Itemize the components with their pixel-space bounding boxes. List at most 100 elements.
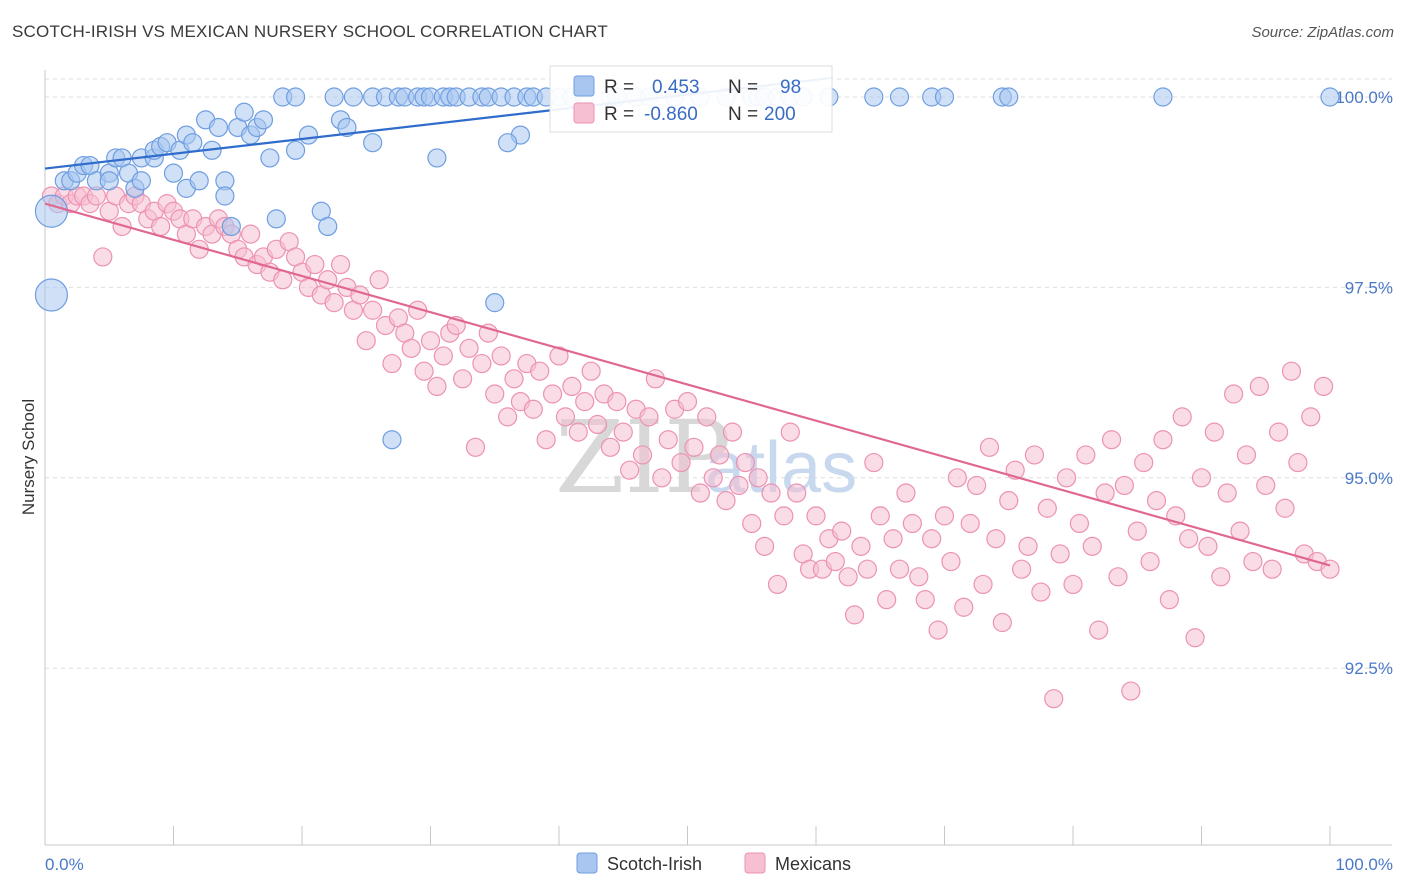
mexicans-point (491, 346, 511, 366)
mexicans-point (851, 536, 871, 556)
mexicans-point (645, 369, 665, 389)
scotch-irish-point (285, 140, 306, 160)
scotch-irish-point (363, 133, 383, 153)
mexicans-point (1191, 468, 1212, 488)
mexicans-point (748, 468, 768, 488)
mexicans-point (1236, 445, 1257, 465)
mexicans-point (1127, 521, 1147, 541)
mexicans-point (1082, 536, 1102, 556)
mexicans-point (947, 468, 967, 488)
mexicans-point (934, 506, 955, 526)
mexicans-point (1249, 376, 1269, 397)
mexicans-point (1179, 529, 1199, 549)
legend-swatch-scotch-irish (573, 75, 595, 97)
mexicans-point (1044, 689, 1064, 709)
mexicans-point (568, 422, 588, 442)
mexicans-point (671, 452, 691, 473)
mexicans-point (363, 300, 383, 320)
mexicans-point (369, 270, 389, 290)
legend-n-value-mexicans: 200 (764, 104, 796, 125)
scotch-irish-point (266, 209, 286, 229)
mexicans-point (889, 559, 910, 579)
scotch-irish-point (382, 430, 402, 450)
scotch-irish-point (1320, 87, 1340, 107)
mexicans-point (1198, 536, 1218, 556)
mexicans-point (864, 452, 884, 473)
mexicans-point (427, 376, 447, 397)
mexicans-point (697, 407, 717, 427)
mexicans-point (555, 407, 576, 427)
legend-r-value-mexicans: -0.860 (644, 104, 698, 125)
mexicans-point (896, 483, 916, 503)
mexicans-point (305, 254, 325, 275)
mexicans-point (825, 551, 845, 572)
x-tick-label-start: 0.0% (45, 855, 84, 874)
mexicans-point (465, 437, 486, 457)
mexicans-point (1114, 475, 1135, 496)
mexicans-point (902, 513, 922, 534)
mexicans-point (1134, 452, 1154, 473)
mexicans-point (433, 346, 453, 366)
chart-title: SCOTCH-IRISH VS MEXICAN NURSERY SCHOOL C… (12, 22, 608, 41)
mexicans-point (1275, 498, 1295, 518)
mexicans-point (324, 293, 344, 313)
mexicans-point (684, 437, 704, 457)
mexicans-point (1024, 445, 1045, 465)
mexicans-point (658, 430, 678, 450)
mexicans-point (420, 331, 441, 351)
y-tick-label: 92.5% (1345, 659, 1393, 678)
x-tick-label-end: 100.0% (1335, 855, 1393, 874)
mexicans-point (613, 422, 633, 442)
mexicans-point (330, 254, 351, 275)
mexicans-point (542, 384, 563, 404)
mexicans-point (581, 361, 601, 381)
mexicans-point (1301, 407, 1321, 427)
y-tick-label: 97.5% (1345, 278, 1393, 297)
mexicans-point (735, 452, 755, 473)
scotch-irish-point (427, 148, 447, 168)
mexicans-point (1262, 559, 1282, 579)
scotch-irish-point (189, 171, 209, 191)
series-legend-swatch-scotch-irish (576, 852, 598, 874)
scotch-irish-point (343, 87, 363, 107)
mexicans-point (1069, 513, 1090, 534)
mexicans-point (999, 491, 1019, 511)
mexicans-point (992, 612, 1012, 633)
mexicans-point (453, 369, 473, 389)
mexicans-point (922, 529, 942, 549)
mexicans-point (600, 437, 621, 457)
mexicans-point (1313, 376, 1334, 397)
mexicans-point (273, 270, 293, 290)
mexicans-point (954, 597, 974, 617)
mexicans-point (703, 468, 723, 488)
mexicans-point (1217, 483, 1237, 503)
mexicans-point (1063, 574, 1083, 595)
scotch-irish-point (498, 133, 518, 153)
mexicans-point (1037, 498, 1057, 518)
mexicans-point (973, 574, 993, 595)
scotch-irish-point (34, 278, 69, 312)
mexicans-trend-line (44, 202, 1331, 567)
scotch-irish-point (234, 102, 254, 122)
mexicans-point (1288, 452, 1308, 473)
mexicans-point (986, 529, 1006, 549)
mexicans-point (710, 445, 730, 465)
scotch-irish-point (864, 87, 884, 107)
mexicans-point (1011, 559, 1032, 579)
mexicans-point (1050, 544, 1070, 564)
mexicans-point (1108, 567, 1128, 587)
mexicans-point (1089, 620, 1109, 640)
mexicans-point (382, 353, 402, 374)
mexicans-point (979, 437, 1000, 457)
source-note: Source: ZipAtlas.com (1251, 24, 1394, 41)
scotch-irish-point (163, 163, 184, 183)
scotch-irish-point (889, 87, 910, 107)
mexicans-point (93, 247, 113, 267)
mexicans-point (1204, 422, 1224, 442)
mexicans-point (607, 392, 627, 412)
mexicans-point (575, 392, 595, 412)
mexicans-point (870, 506, 890, 526)
mexicans-point (677, 392, 698, 412)
scotch-irish-point (99, 171, 119, 191)
